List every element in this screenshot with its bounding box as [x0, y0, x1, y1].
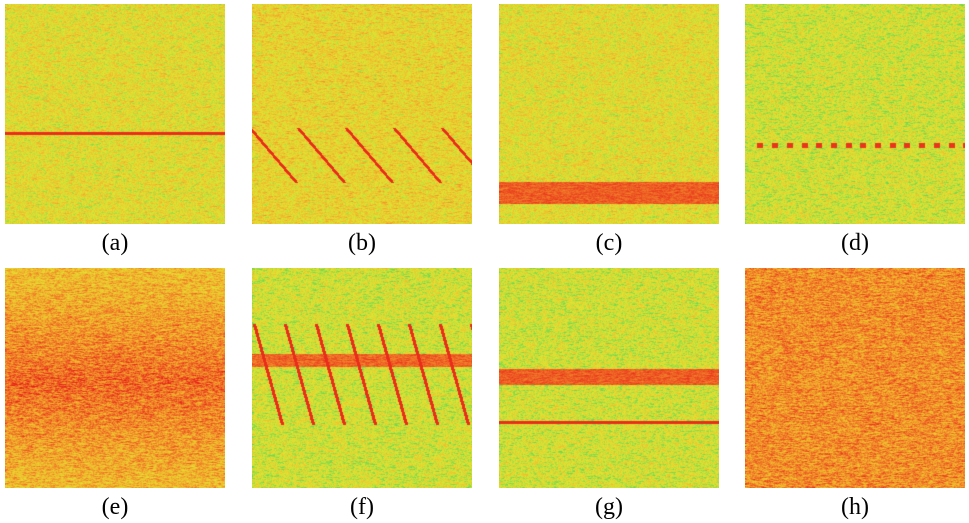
- spectrogram-g: [499, 268, 719, 488]
- caption-h: (h): [841, 494, 869, 520]
- caption-f: (f): [350, 494, 374, 520]
- caption-b: (b): [348, 230, 376, 256]
- caption-d: (d): [841, 230, 869, 256]
- caption-g: (g): [595, 494, 623, 520]
- spectrogram-d: [745, 4, 965, 224]
- caption-a: (a): [101, 230, 129, 256]
- spectrogram-c: [499, 4, 719, 224]
- spectrogram-h: [745, 268, 965, 488]
- spectrogram-e: [5, 268, 225, 488]
- caption-e: (e): [101, 494, 129, 520]
- spectrogram-f: [252, 268, 472, 488]
- spectrogram-a: [5, 4, 225, 224]
- caption-c: (c): [595, 230, 623, 256]
- spectrogram-b: [252, 4, 472, 224]
